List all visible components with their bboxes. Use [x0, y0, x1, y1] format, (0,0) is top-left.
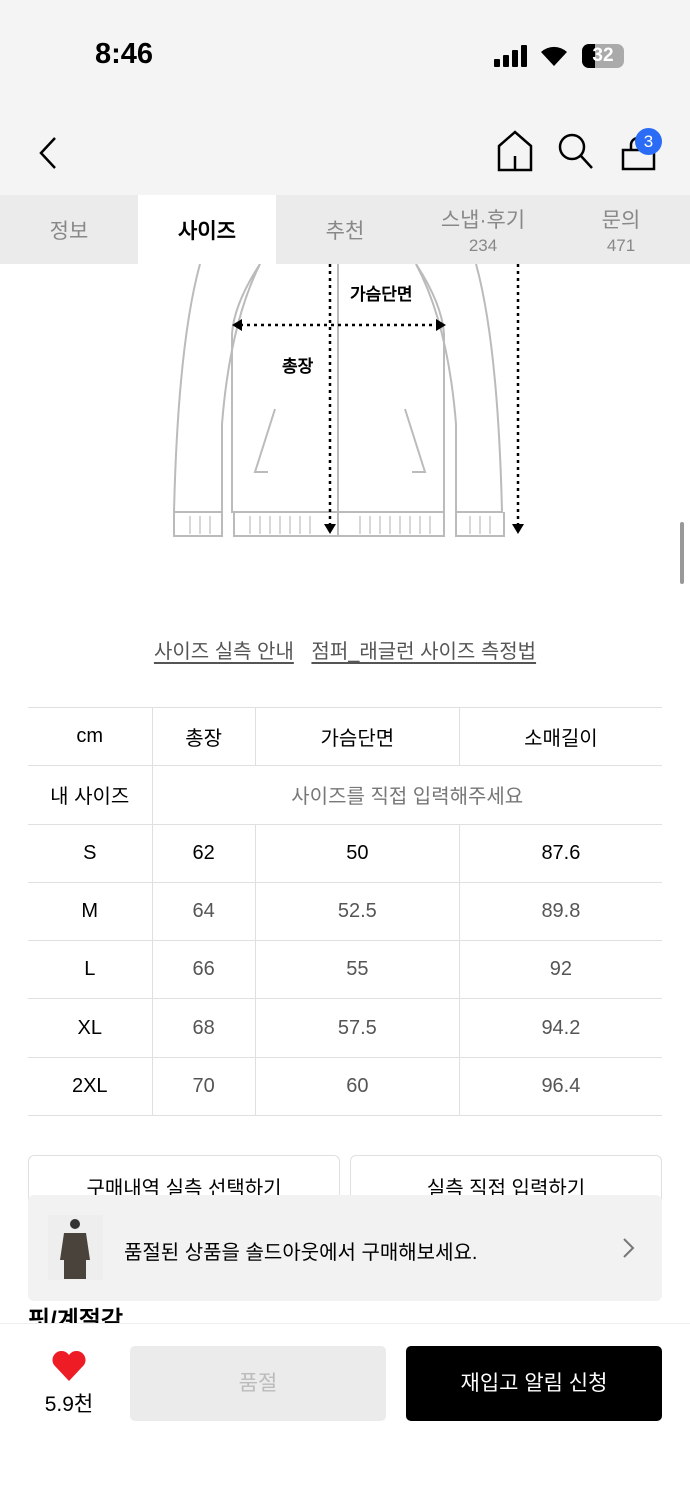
tab-qna[interactable]: 문의 471	[552, 195, 690, 264]
scrollbar[interactable]	[680, 522, 684, 584]
table-row: L 66 55 92	[28, 940, 662, 1000]
length-label: 총장	[282, 357, 314, 376]
my-size-row[interactable]: 내 사이즈 사이즈를 직접 입력해주세요	[28, 765, 662, 825]
value-cell: 57.5	[254, 998, 460, 1058]
header-cell: 가슴단면	[254, 706, 460, 767]
tab-label: 정보	[49, 219, 89, 243]
value-cell: 87.6	[458, 823, 662, 883]
back-icon[interactable]	[36, 136, 60, 170]
status-bar: 8:46 32	[0, 0, 690, 100]
size-guide-link[interactable]: 사이즈 실측 안내	[153, 641, 294, 663]
value-cell: 89.8	[458, 881, 662, 942]
button-label: 구매내역 실측 선택하기	[86, 1178, 282, 1200]
tab-bar: 정보 사이즈 추천 스냅·후기 234 문의 471	[0, 195, 690, 264]
header-cell: 소매길이	[458, 706, 662, 767]
my-size-label: 내 사이즈	[28, 765, 153, 825]
table-row: XL 68 57.5 94.2	[28, 998, 662, 1058]
value-cell: 70	[151, 1056, 256, 1117]
tab-label: 문의	[601, 208, 641, 232]
jacket-size-diagram: 가슴단면 총장	[172, 264, 524, 537]
bottom-action-bar: 5.9천 품절 재입고 알림 신청	[0, 1323, 690, 1500]
restock-alert-button[interactable]: 재입고 알림 신청	[406, 1346, 662, 1421]
button-label: 실측 직접 입력하기	[426, 1178, 586, 1200]
table-header-row: cm 총장 가슴단면 소매길이	[28, 706, 662, 767]
value-cell: 62	[151, 823, 256, 883]
measure-method-link[interactable]: 점퍼_래글런 사이즈 측정법	[311, 641, 537, 663]
size-cell: S	[28, 823, 153, 883]
tab-label: 스냅·후기	[440, 208, 526, 232]
value-cell: 55	[254, 940, 460, 1000]
tab-label: 사이즈	[178, 219, 236, 243]
tab-size[interactable]: 사이즈	[138, 195, 276, 264]
battery-icon: 32	[582, 44, 624, 68]
tab-reviews[interactable]: 스냅·후기 234	[414, 195, 552, 264]
size-cell: XL	[28, 998, 153, 1058]
chevron-right-icon	[623, 1238, 635, 1258]
header-cell: 총장	[151, 706, 256, 767]
size-cell: L	[28, 940, 153, 1000]
tab-count: 234	[468, 235, 498, 255]
top-nav: 3	[0, 100, 690, 195]
banner-text: 품절된 상품을 솔드아웃에서 구매해보세요.	[124, 1242, 478, 1264]
table-row: M 64 52.5 89.8	[28, 881, 662, 942]
value-cell: 60	[254, 1056, 460, 1117]
heart-icon[interactable]	[51, 1350, 87, 1382]
tab-info[interactable]: 정보	[0, 195, 138, 264]
value-cell: 52.5	[254, 881, 460, 942]
tab-recommend[interactable]: 추천	[276, 195, 414, 264]
size-table: cm 총장 가슴단면 소매길이 내 사이즈 사이즈를 직접 입력해주세요 S 62…	[28, 706, 662, 1117]
value-cell: 96.4	[458, 1056, 662, 1117]
my-size-input[interactable]: 사이즈를 직접 입력해주세요	[151, 765, 662, 825]
cart-badge: 3	[635, 128, 662, 155]
value-cell: 92	[458, 940, 662, 1000]
value-cell: 68	[151, 998, 256, 1058]
battery-level: 32	[592, 45, 614, 66]
table-row: 2XL 70 60 96.4	[28, 1056, 662, 1117]
soldout-banner[interactable]: 품절된 상품을 솔드아웃에서 구매해보세요.	[28, 1195, 662, 1301]
like-count: 5.9천	[44, 1393, 94, 1416]
soldout-button: 품절	[130, 1346, 386, 1421]
size-cell: 2XL	[28, 1056, 153, 1117]
value-cell: 66	[151, 940, 256, 1000]
wifi-icon	[541, 46, 567, 66]
product-thumbnail	[48, 1215, 103, 1280]
size-guide-links: 사이즈 실측 안내 점퍼_래글런 사이즈 측정법	[0, 635, 690, 664]
search-icon[interactable]	[557, 132, 595, 170]
header-cell: cm	[28, 706, 153, 767]
value-cell: 64	[151, 881, 256, 942]
tab-label: 추천	[325, 219, 365, 243]
tab-count: 471	[606, 235, 636, 255]
status-time: 8:46	[95, 38, 154, 70]
chest-label: 가슴단면	[350, 285, 413, 304]
size-cell: M	[28, 881, 153, 942]
signal-icon	[494, 45, 527, 67]
value-cell: 50	[254, 823, 460, 883]
value-cell: 94.2	[458, 998, 662, 1058]
table-row: S 62 50 87.6	[28, 823, 662, 883]
home-icon[interactable]	[496, 130, 534, 172]
